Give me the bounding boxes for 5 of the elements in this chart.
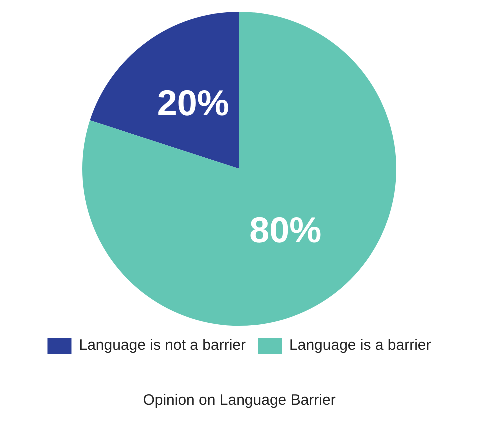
- legend-label: Language is not a barrier: [79, 337, 246, 354]
- text: Opinion on Language Barrier: [143, 392, 336, 410]
- data-label: 20%: [157, 82, 230, 124]
- legend-label: Language is a barrier: [290, 337, 432, 354]
- data-label: 80%: [250, 209, 322, 250]
